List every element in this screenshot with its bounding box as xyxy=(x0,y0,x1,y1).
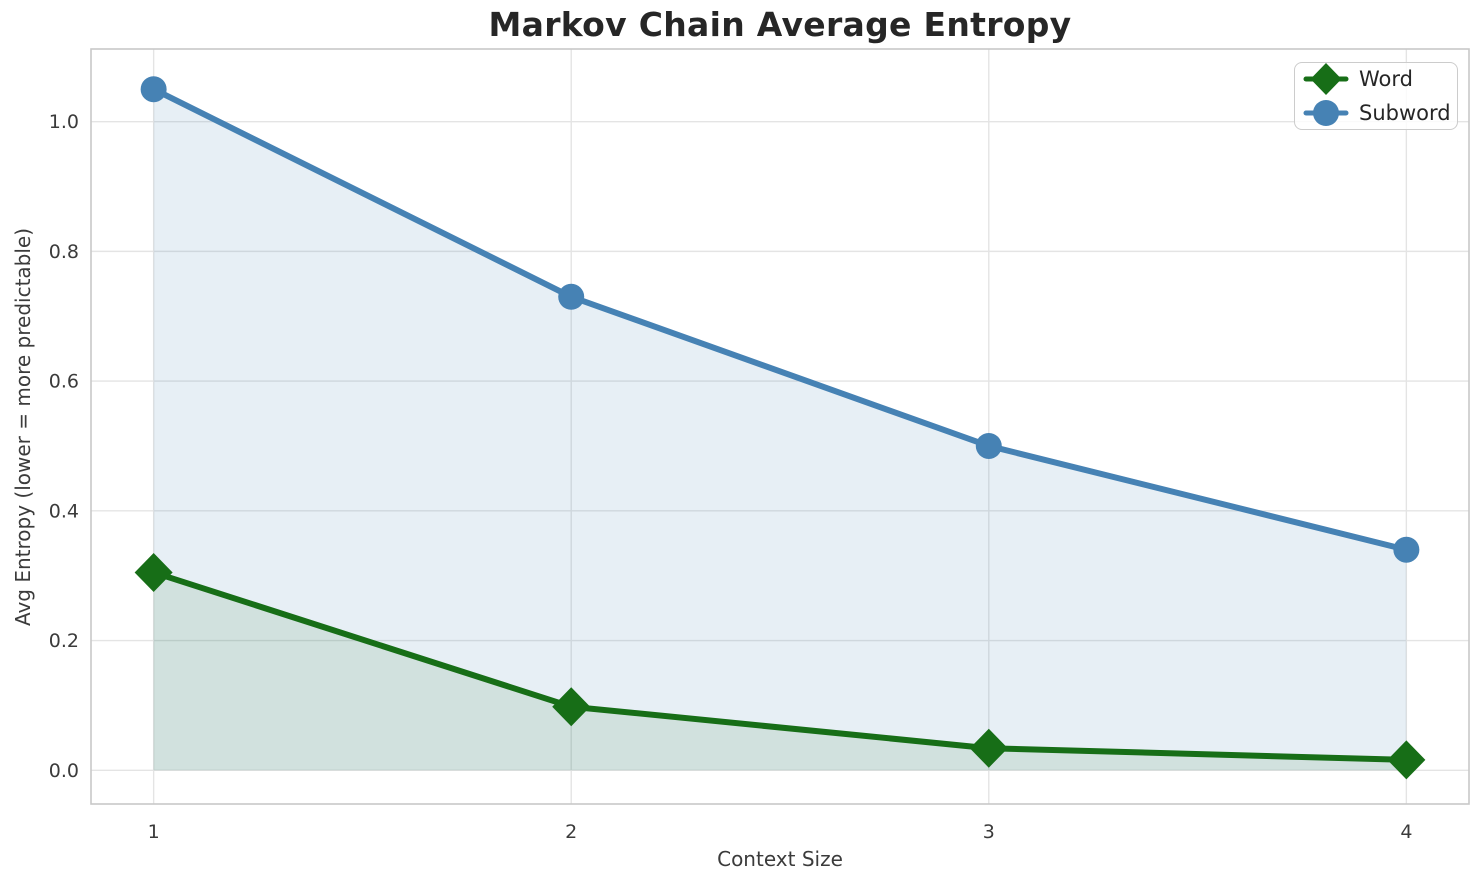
subword-circle-icon xyxy=(1303,100,1349,126)
x-tick-label: 4 xyxy=(1400,821,1412,843)
y-tick-label: 0.0 xyxy=(49,760,79,782)
x-axis-label: Context Size xyxy=(717,847,843,871)
word-diamond-icon xyxy=(1303,63,1349,95)
x-tick-label: 1 xyxy=(148,821,160,843)
y-axis-label: Avg Entropy (lower = more predictable) xyxy=(11,227,35,627)
word-marker xyxy=(134,552,173,592)
subword-marker xyxy=(140,76,167,103)
word-marker xyxy=(1387,740,1426,780)
subword-marker xyxy=(1393,536,1420,563)
legend: Word Subword xyxy=(1294,62,1458,130)
word-marker xyxy=(969,728,1008,768)
legend-item-subword: Subword xyxy=(1295,96,1457,130)
y-tick-label: 0.8 xyxy=(49,241,79,263)
legend-label-subword: Subword xyxy=(1359,100,1451,125)
plot-border xyxy=(90,48,1470,805)
chart-title: Markov Chain Average Entropy xyxy=(488,5,1072,44)
subword-marker xyxy=(558,283,585,310)
word-marker xyxy=(552,687,591,727)
x-tick-label: 2 xyxy=(565,821,577,843)
x-tick-label: 3 xyxy=(983,821,995,843)
legend-item-word: Word xyxy=(1295,62,1457,96)
legend-label-word: Word xyxy=(1359,66,1413,91)
y-tick-label: 0.6 xyxy=(49,371,79,393)
subword-line xyxy=(150,86,1410,553)
y-tick-label: 0.2 xyxy=(49,630,79,652)
subword-marker xyxy=(975,432,1002,459)
y-tick-label: 0.4 xyxy=(49,500,79,522)
word-area-fill xyxy=(153,572,1407,771)
word-line xyxy=(150,569,1410,763)
y-tick-label: 1.0 xyxy=(49,111,79,133)
subword-area-fill xyxy=(153,89,1407,771)
